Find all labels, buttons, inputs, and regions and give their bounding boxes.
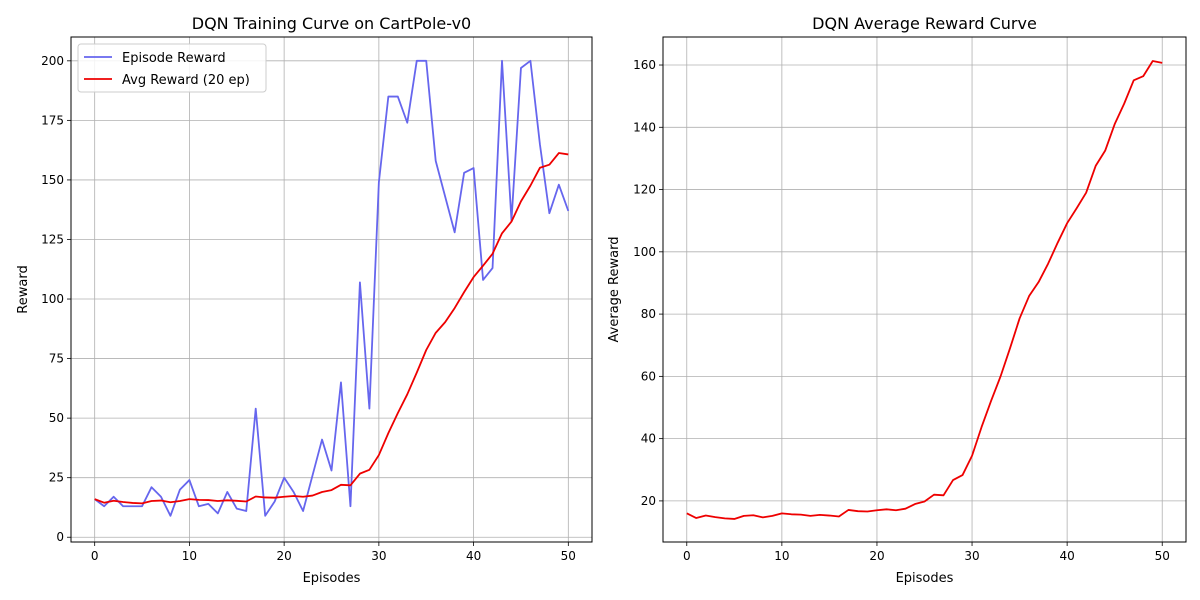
x-tick-label: 0 [91,549,99,563]
series-line-second [94,152,569,505]
chart-title: DQN Average Reward Curve [812,14,1037,33]
y-tick-label: 60 [641,369,656,383]
legend-box [77,43,267,93]
y-tick-label: 200 [41,54,64,68]
y-tick-label: 50 [49,411,64,425]
y-tick-label: 175 [41,113,64,127]
x-tick-label: 30 [371,549,386,563]
series-line-first [686,60,1163,520]
x-tick-label: 30 [964,549,979,563]
y-tick-label: 120 [633,183,656,197]
x-tick-label: 50 [561,549,576,563]
y-tick-label: 125 [41,232,64,246]
x-tick-label: 20 [276,549,291,563]
x-axis-label: Episodes [303,571,361,586]
series-line-first [94,59,570,517]
y-tick-label: 140 [633,120,656,134]
y-axis-label: Average Reward [607,237,622,343]
chart-left: 0 10 20 30 40 50 0 25 50 75 100 125 150 175 200 DQN Tra… [16,14,593,586]
y-tick-label: 80 [641,307,656,321]
axes-frame [662,36,1187,543]
axes-frame [70,36,593,543]
y-tick-label: 40 [641,432,656,446]
legend-label: Avg Reward (20 ep) [122,73,250,88]
legend-label: Episode Reward [122,51,226,66]
x-tick-label: 20 [869,549,884,563]
y-tick-label: 20 [641,494,656,508]
y-tick-label: 25 [49,471,64,485]
x-tick-label: 40 [1059,549,1074,563]
y-tick-label: 0 [56,530,64,544]
x-axis-label: Episodes [896,571,954,586]
x-tick-label: 50 [1155,549,1170,563]
x-tick-label: 0 [683,549,691,563]
chart-right: 0 10 20 30 40 50 20 40 60 80 100 120 140 160 DQN Avera… [607,14,1187,586]
y-tick-label: 75 [49,352,64,366]
y-tick-label: 150 [41,173,64,187]
x-tick-label: 10 [774,549,789,563]
x-tick-label: 10 [182,549,197,563]
chart-title: DQN Training Curve on CartPole-v0 [192,14,471,33]
y-tick-label: 100 [633,245,656,259]
y-tick-label: 100 [41,292,64,306]
y-axis-label: Reward [16,265,31,313]
y-tick-label: 160 [633,58,656,72]
x-tick-label: 40 [466,549,481,563]
